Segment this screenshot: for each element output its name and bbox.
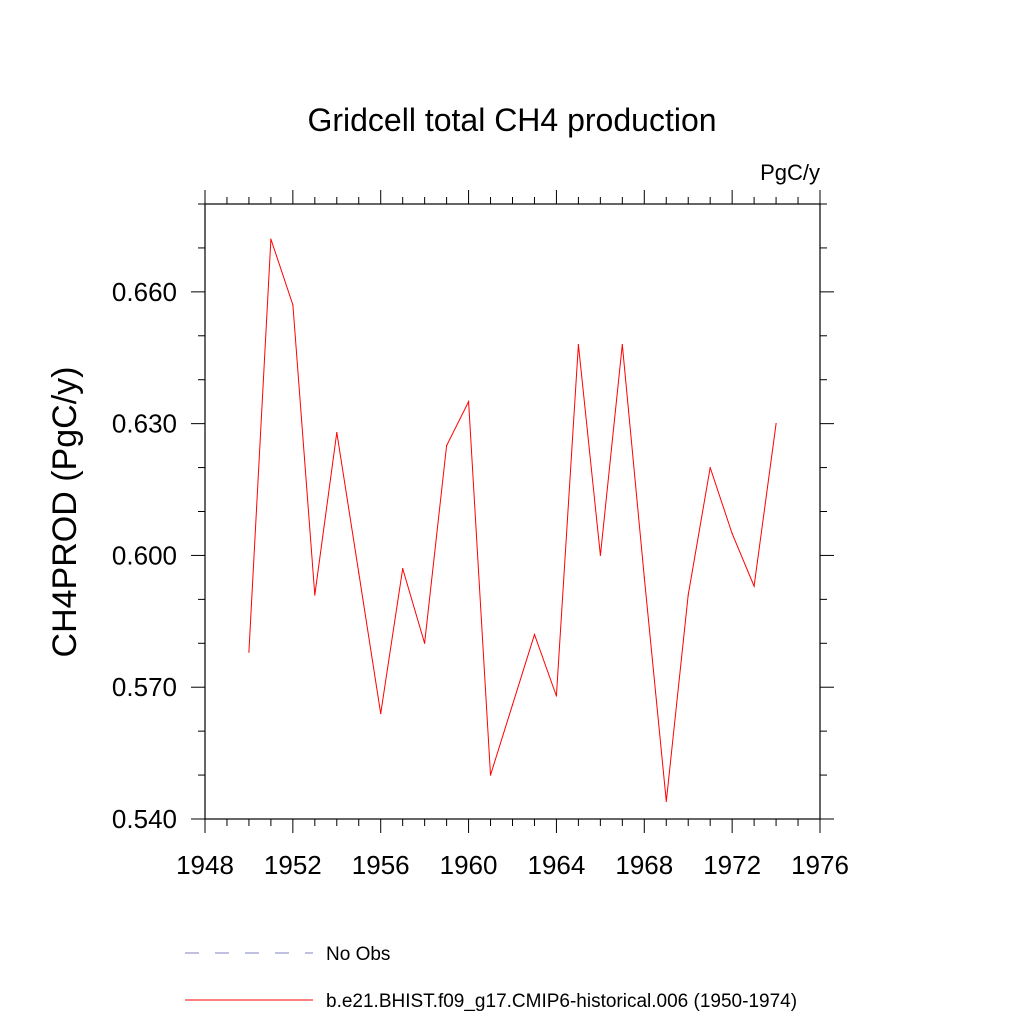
data-point bbox=[577, 343, 579, 346]
x-tick-label: 1972 bbox=[703, 850, 761, 880]
data-point bbox=[358, 572, 360, 574]
y-tick-label: 0.630 bbox=[112, 409, 177, 439]
data-point bbox=[292, 304, 294, 306]
x-tick-label: 1948 bbox=[176, 850, 234, 880]
x-tick-label: 1964 bbox=[528, 850, 586, 880]
data-point bbox=[533, 633, 536, 636]
data-point bbox=[643, 576, 645, 578]
data-point bbox=[709, 466, 711, 469]
data-point bbox=[248, 651, 250, 653]
series-line bbox=[248, 238, 777, 802]
series-layer bbox=[248, 238, 777, 803]
x-tick-label: 1968 bbox=[615, 850, 673, 880]
legend-label: No Obs bbox=[326, 944, 390, 965]
x-tick-label: 1952 bbox=[264, 850, 322, 880]
chart-title: Gridcell total CH4 production bbox=[307, 102, 716, 138]
y-tick-label: 0.600 bbox=[112, 540, 177, 570]
units-label: PgC/y bbox=[760, 160, 820, 185]
data-point bbox=[665, 800, 667, 803]
data-point bbox=[336, 431, 338, 434]
data-point bbox=[599, 554, 601, 557]
y-tick-label: 0.570 bbox=[112, 672, 177, 702]
y-tick-label: 0.660 bbox=[112, 277, 177, 307]
x-tick-label: 1960 bbox=[440, 850, 498, 880]
data-point bbox=[380, 712, 382, 715]
data-point bbox=[775, 423, 777, 425]
axis-ticks: 1948 1952 1956 1960 1964 1968 1972 1976 0.540 0.5… bbox=[112, 190, 849, 880]
x-tick-label: 1976 bbox=[791, 850, 849, 880]
data-point bbox=[731, 532, 733, 535]
data-point bbox=[621, 343, 623, 346]
y-tick-label: 0.540 bbox=[112, 804, 177, 834]
legend: No Obs b.e21.BHIST.f09_g17.CMIP6-historic… bbox=[185, 944, 797, 1012]
data-point bbox=[489, 774, 492, 776]
y-axis-label: CH4PROD (PgC/y) bbox=[46, 367, 84, 658]
data-point bbox=[555, 695, 558, 697]
x-tick-label: 1956 bbox=[352, 850, 410, 880]
data-point bbox=[467, 401, 470, 403]
data-point bbox=[687, 594, 689, 596]
data-point bbox=[511, 704, 514, 706]
data-point bbox=[753, 585, 755, 587]
data-point bbox=[314, 594, 316, 596]
data-point bbox=[424, 642, 426, 644]
data-point bbox=[270, 238, 272, 240]
data-point bbox=[402, 568, 404, 570]
legend-label: b.e21.BHIST.f09_g17.CMIP6-historical.006… bbox=[326, 991, 797, 1012]
plot-frame bbox=[204, 203, 821, 820]
data-point bbox=[446, 445, 448, 447]
